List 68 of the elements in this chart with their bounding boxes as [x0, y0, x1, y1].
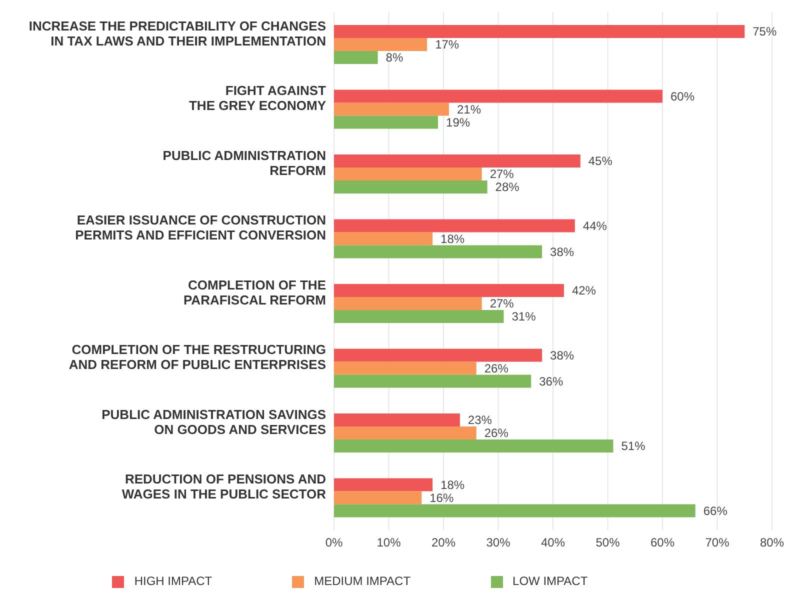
bar — [334, 38, 428, 51]
x-tick-label: 60% — [650, 536, 675, 550]
data-label: 16% — [430, 490, 454, 505]
data-label: 26% — [484, 361, 509, 376]
x-tick-label: 10% — [376, 536, 402, 550]
data-label: 38% — [550, 348, 574, 362]
legend-label: HIGH IMPACT — [134, 574, 212, 588]
bar — [334, 414, 460, 426]
bar — [334, 232, 433, 246]
bar — [334, 362, 476, 375]
data-label: 27% — [490, 296, 514, 310]
x-tick-label: 0% — [325, 536, 343, 550]
data-label: 42% — [572, 284, 596, 298]
data-label: 31% — [512, 310, 536, 324]
data-label: 66% — [703, 504, 728, 518]
x-tick-label: 20% — [431, 536, 456, 550]
y-tick-label: PUBLIC ADMINISTRATION REFORM — [162, 148, 326, 178]
y-tick-label: INCREASE THE PREDICTABILITY OF CHANGES IN TAX LAWS AND THEIR IMPLEMENTATION — [28, 18, 326, 48]
data-label: 44% — [582, 218, 608, 233]
y-tick-label: EASIER ISSUANCE OF CONSTRUCTION PERMITS AND EFFICIENT CONVERSION — [75, 212, 326, 243]
y-tick-label: COMPLETION OF THE RESTRUCTURING AND REFORM OF PUBLIC ENTERPRISES — [68, 342, 326, 372]
bar — [334, 25, 745, 38]
bar — [334, 374, 532, 388]
bar — [334, 440, 614, 452]
bar — [334, 504, 696, 518]
data-label: 51% — [621, 439, 646, 453]
bar — [334, 219, 575, 232]
legend-label: LOW IMPACT — [512, 574, 588, 588]
data-label: 26% — [484, 426, 509, 440]
bar — [334, 426, 476, 440]
bar — [334, 491, 422, 504]
y-tick-label: PUBLIC ADMINISTRATION SAVINGS ON GOODS AND SERVICES — [102, 406, 326, 437]
data-label: 45% — [588, 154, 613, 168]
bar — [334, 102, 449, 116]
bar — [334, 348, 542, 362]
y-tick-label: FIGHT AGAINST THE GREY ECONOMY — [188, 83, 326, 114]
data-label: 60% — [670, 89, 695, 104]
bar — [334, 478, 433, 492]
bar — [334, 116, 438, 129]
data-label: 38% — [550, 244, 574, 259]
bar — [334, 168, 482, 180]
data-label: 36% — [539, 374, 564, 388]
x-tick-label: 30% — [486, 536, 511, 550]
data-label: 19% — [446, 115, 470, 130]
bar — [334, 51, 378, 64]
data-label: 18% — [440, 232, 465, 246]
x-tick-label: 70% — [705, 536, 730, 550]
bar — [334, 154, 580, 168]
bar — [334, 180, 488, 194]
data-label: 27% — [490, 167, 514, 181]
bar — [334, 284, 564, 297]
bar — [334, 310, 504, 323]
y-tick-label: COMPLETION OF THE PARAFISCAL REFORM — [183, 277, 326, 308]
data-label: 8% — [386, 50, 404, 64]
bar — [334, 90, 662, 103]
data-label: 28% — [495, 180, 520, 194]
y-tick-label: REDUCTION OF PENSIONS AND WAGES IN THE PUBLIC SECTOR — [122, 472, 327, 502]
data-label: 17% — [435, 38, 460, 52]
data-label: 23% — [468, 413, 492, 427]
x-tick-label: 50% — [596, 536, 620, 550]
data-label: 75% — [752, 24, 777, 38]
data-label: 21% — [456, 102, 482, 116]
x-tick-label: 40% — [540, 536, 566, 550]
bar — [334, 297, 482, 310]
legend-label: MEDIUM IMPACT — [314, 574, 411, 588]
x-tick-label: 80% — [760, 536, 784, 550]
bar — [334, 245, 542, 258]
data-label: 18% — [440, 478, 465, 492]
